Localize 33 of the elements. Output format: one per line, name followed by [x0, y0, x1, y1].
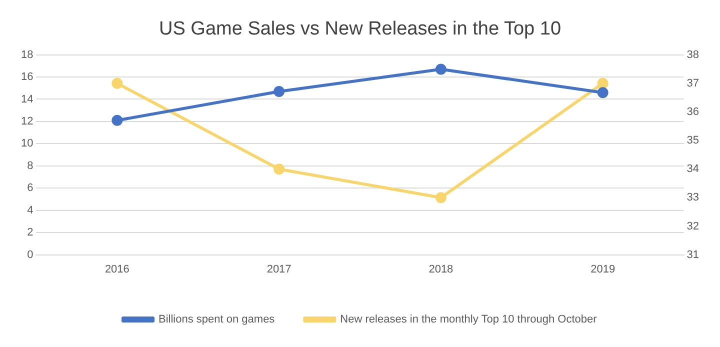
legend-label: Billions spent on games — [158, 314, 276, 326]
point — [435, 64, 446, 75]
y-tick-label: 14 — [20, 93, 34, 106]
point — [435, 192, 446, 204]
x-tick-label: 2016 — [104, 263, 130, 276]
y-tick-label: 10 — [20, 138, 34, 150]
y-tick-label: 6 — [27, 182, 34, 194]
legend-label: New releases in the monthly Top 10 through October — [340, 314, 598, 326]
y2-tick-label: 33 — [686, 192, 700, 204]
y2-tick-label: 35 — [686, 134, 700, 147]
x-tick-label: 2018 — [428, 263, 454, 276]
point — [112, 78, 123, 89]
y-tick-label: 2 — [27, 226, 34, 239]
y2-tick-label: 37 — [686, 77, 700, 90]
point — [597, 78, 608, 89]
y2-tick-label: 38 — [686, 48, 700, 61]
y-tick-label: 0 — [27, 248, 34, 261]
point — [274, 164, 285, 175]
y-tick-label: 12 — [20, 116, 34, 128]
y-tick-label: 18 — [20, 48, 34, 61]
point — [112, 114, 123, 126]
x-tick-label: 2017 — [266, 263, 292, 276]
point — [597, 87, 608, 98]
y-tick-label: 8 — [27, 160, 34, 172]
y2-tick-label: 32 — [686, 220, 700, 232]
y-tick-label: 16 — [20, 71, 34, 84]
point — [274, 86, 285, 97]
y-tick-label: 4 — [27, 204, 34, 216]
y2-tick-label: 34 — [686, 163, 700, 176]
y2-tick-label: 36 — [686, 106, 700, 118]
x-tick-label: 2019 — [590, 263, 616, 276]
chart-title: US Game Sales vs New Releases in the Top 10 — [158, 18, 562, 40]
y2-tick-label: 31 — [686, 248, 700, 261]
